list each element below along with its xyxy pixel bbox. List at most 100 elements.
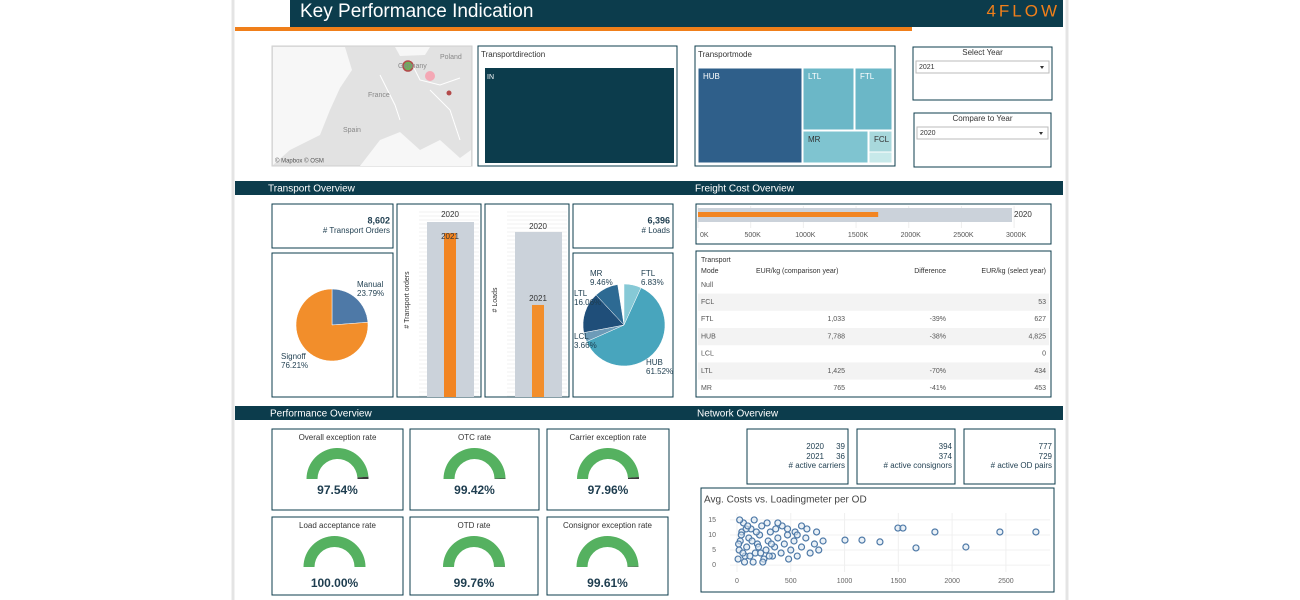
section-bar xyxy=(235,181,1063,195)
gauge-arc xyxy=(576,535,639,567)
treemap-label: MR xyxy=(808,135,821,144)
scatter-point xyxy=(737,531,745,539)
bar xyxy=(444,233,456,397)
direction-block[interactable] xyxy=(485,68,674,163)
treemap-label: FTL xyxy=(860,72,875,81)
section-title: Network Overview xyxy=(697,409,779,420)
kpi-box xyxy=(746,428,849,485)
gauge-value: 100.00% xyxy=(311,576,359,590)
sea xyxy=(360,132,471,166)
scatter-point xyxy=(931,528,939,536)
sea xyxy=(273,47,352,165)
map-dot xyxy=(425,71,435,81)
page-title: Key Performance Indication xyxy=(300,1,533,22)
scatter-point xyxy=(899,524,907,532)
scatter-point xyxy=(734,555,742,563)
x-tick-label: 1000 xyxy=(837,578,853,585)
gauge-value: 99.76% xyxy=(454,576,495,590)
section-title: Transport Overview xyxy=(268,184,356,195)
x-tick-label: 1000K xyxy=(795,232,816,239)
filter-label: Select Year xyxy=(962,48,1003,57)
table-header: Difference xyxy=(914,268,946,275)
bar-label: 2020 xyxy=(1014,210,1032,219)
table-cell: 53 xyxy=(1038,299,1046,306)
scatter-point xyxy=(783,531,792,539)
scatter-point xyxy=(743,543,751,551)
table-header: Transport xyxy=(701,257,731,264)
gauge-box xyxy=(409,516,539,596)
map-label: Germany xyxy=(398,63,427,70)
scatter-point xyxy=(790,537,798,545)
scatter-point xyxy=(744,522,752,530)
table-cell: MR xyxy=(701,385,712,392)
pie-slice xyxy=(331,288,369,326)
gauge-box xyxy=(409,428,540,511)
table-cell: 0 xyxy=(1042,351,1046,358)
dropdown-arrow xyxy=(1039,132,1043,135)
scatter-point xyxy=(740,558,749,566)
treemap-label: LTL xyxy=(808,72,822,81)
scatter-point xyxy=(746,552,754,560)
kpi-value: 777 xyxy=(1039,442,1053,451)
map-label: Poland xyxy=(440,54,462,61)
gauge-title: Consignor exception rate xyxy=(563,521,652,530)
scatter-point xyxy=(996,528,1004,536)
gauge-title: Carrier exception rate xyxy=(570,433,647,442)
table-cell: 1,033 xyxy=(827,316,845,323)
scatter-point xyxy=(774,519,782,527)
map-dot xyxy=(402,60,414,72)
direction-label: IN xyxy=(487,74,494,81)
scatter-point xyxy=(803,525,811,533)
x-tick-label: 500 xyxy=(785,578,797,585)
bar-label: 2020 xyxy=(529,222,547,231)
scatter-point xyxy=(758,522,766,530)
bar-label: 2021 xyxy=(529,294,547,303)
scatter-point xyxy=(797,522,806,530)
scatter-point xyxy=(750,516,758,524)
kpi-label: # active OD pairs xyxy=(991,461,1052,470)
scatter-point xyxy=(754,543,763,551)
table-cell: 453 xyxy=(1034,385,1046,392)
table-row-band xyxy=(698,293,1049,311)
kpi-value: 39 xyxy=(836,442,845,451)
bar-label: 2020 xyxy=(441,210,459,219)
section-title: Freight Cost Overview xyxy=(695,184,795,195)
border xyxy=(379,59,461,141)
gauge-arc xyxy=(577,448,639,479)
scatter-point xyxy=(766,528,774,536)
scatter-point xyxy=(752,528,760,536)
dropdown[interactable] xyxy=(915,60,1050,74)
treemap-label: HUB xyxy=(703,72,720,81)
axis-title: # Transport orders xyxy=(404,271,411,329)
treemap-tile xyxy=(802,67,855,131)
treemap-tile xyxy=(868,151,893,164)
pie-value: 16.06% xyxy=(574,298,601,307)
gauge-rest xyxy=(494,478,506,479)
map-label: France xyxy=(368,92,390,99)
scatter-point xyxy=(793,552,801,560)
gauge-title: OTC rate xyxy=(458,433,491,442)
table-cell: FTL xyxy=(701,316,714,323)
gauge-rest xyxy=(627,477,639,479)
treemap-tile xyxy=(854,67,893,131)
table-row-band xyxy=(698,328,1049,346)
table-cell: -38% xyxy=(930,333,946,340)
dropdown[interactable] xyxy=(916,126,1049,140)
x-tick-label: 500K xyxy=(745,232,762,239)
pie-value: 3.66% xyxy=(574,341,597,350)
kpi-box xyxy=(963,428,1056,485)
scatter-point xyxy=(810,540,819,548)
scatter-point xyxy=(793,531,801,539)
table-cell: FCL xyxy=(701,299,714,306)
table-header: Mode xyxy=(701,268,719,275)
pie-value: 23.79% xyxy=(357,289,384,298)
kpi-year: 2021 xyxy=(806,452,824,461)
axis-title: # Loads xyxy=(492,287,499,312)
dropdown-value: 2021 xyxy=(919,64,935,71)
gauge-title: Overall exception rate xyxy=(299,433,377,442)
scatter-point xyxy=(815,546,823,554)
kpi-value: 374 xyxy=(939,452,953,461)
bar-label: 2021 xyxy=(441,232,459,241)
x-tick-label: 1500 xyxy=(891,578,907,585)
